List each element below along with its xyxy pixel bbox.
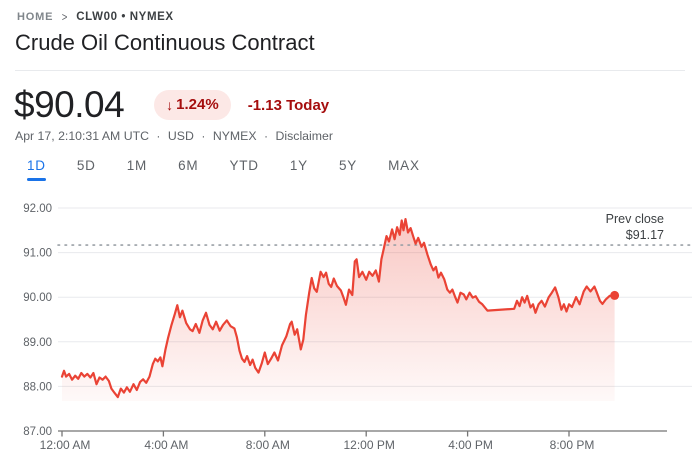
- y-axis-label: 90.00: [23, 292, 52, 304]
- header-divider: [15, 70, 685, 71]
- quote-meta: Apr 17, 2:10:31 AM UTC · USD · NYMEX · D…: [15, 129, 337, 143]
- breadcrumb-symbol: CLW00 • NYMEX: [76, 11, 174, 23]
- x-axis-label: 12:00 PM: [344, 438, 395, 452]
- chevron-right-icon: >: [61, 10, 68, 24]
- page-title: Crude Oil Continuous Contract: [15, 30, 315, 55]
- breadcrumb-home-link[interactable]: HOME: [17, 11, 54, 23]
- tab-active-underline: [229, 178, 258, 181]
- last-price-dot: [610, 290, 620, 300]
- meta-separator: ·: [201, 129, 206, 143]
- tab-5y[interactable]: 5Y: [339, 154, 357, 181]
- tab-6m[interactable]: 6M: [178, 154, 198, 181]
- x-axis-label: 8:00 PM: [550, 438, 595, 452]
- change-percent-badge: ↓ 1.24%: [154, 90, 231, 120]
- y-axis-label: 91.00: [23, 248, 52, 260]
- breadcrumb: HOME > CLW00 • NYMEX: [17, 10, 174, 24]
- y-axis-label: 88.00: [23, 381, 52, 393]
- x-axis-label: 4:00 AM: [144, 438, 188, 452]
- price-row: $90.04 ↓ 1.24% -1.13 Today: [14, 84, 329, 126]
- change-absolute: -1.13 Today: [247, 96, 330, 114]
- tab-active-underline: [339, 178, 357, 181]
- tab-active-underline: [127, 178, 147, 181]
- tab-active-underline: [178, 178, 198, 181]
- tab-max[interactable]: MAX: [388, 154, 420, 181]
- quote-currency: USD: [167, 129, 194, 143]
- tab-1m[interactable]: 1M: [127, 154, 147, 181]
- tab-active-underline: [388, 178, 420, 181]
- disclaimer-link[interactable]: Disclaimer: [275, 129, 333, 143]
- x-axis-label: 8:00 AM: [246, 438, 290, 452]
- tab-active-underline: [77, 178, 96, 181]
- x-axis-label: 12:00 AM: [40, 438, 91, 452]
- time-range-tabs: 1D 5D 1M 6M YTD 1Y 5Y MAX: [27, 154, 420, 181]
- quote-exchange: NYMEX: [212, 129, 257, 143]
- tab-1y[interactable]: 1Y: [290, 154, 308, 181]
- tab-active-underline: [290, 178, 308, 181]
- prev-close-label: Prev close: [606, 212, 664, 226]
- current-price: $90.04: [14, 84, 125, 125]
- arrow-down-icon: ↓: [166, 96, 174, 113]
- x-axis-label: 4:00 PM: [448, 438, 493, 452]
- price-line: [60, 218, 616, 399]
- meta-separator: ·: [156, 129, 161, 143]
- y-axis-label: 87.00: [23, 426, 52, 438]
- tab-active-underline: [27, 178, 46, 181]
- y-axis-label: 89.00: [23, 337, 52, 349]
- change-percent-value: 1.24%: [176, 96, 219, 113]
- tab-1d[interactable]: 1D: [27, 154, 46, 181]
- tab-5d[interactable]: 5D: [77, 154, 96, 181]
- prev-close-value: $91.17: [626, 228, 664, 242]
- quote-timestamp: Apr 17, 2:10:31 AM UTC: [15, 129, 149, 143]
- price-area-fill: [62, 219, 615, 401]
- tab-ytd[interactable]: YTD: [229, 154, 258, 181]
- y-axis-label: 92.00: [23, 203, 52, 215]
- meta-separator: ·: [264, 129, 269, 143]
